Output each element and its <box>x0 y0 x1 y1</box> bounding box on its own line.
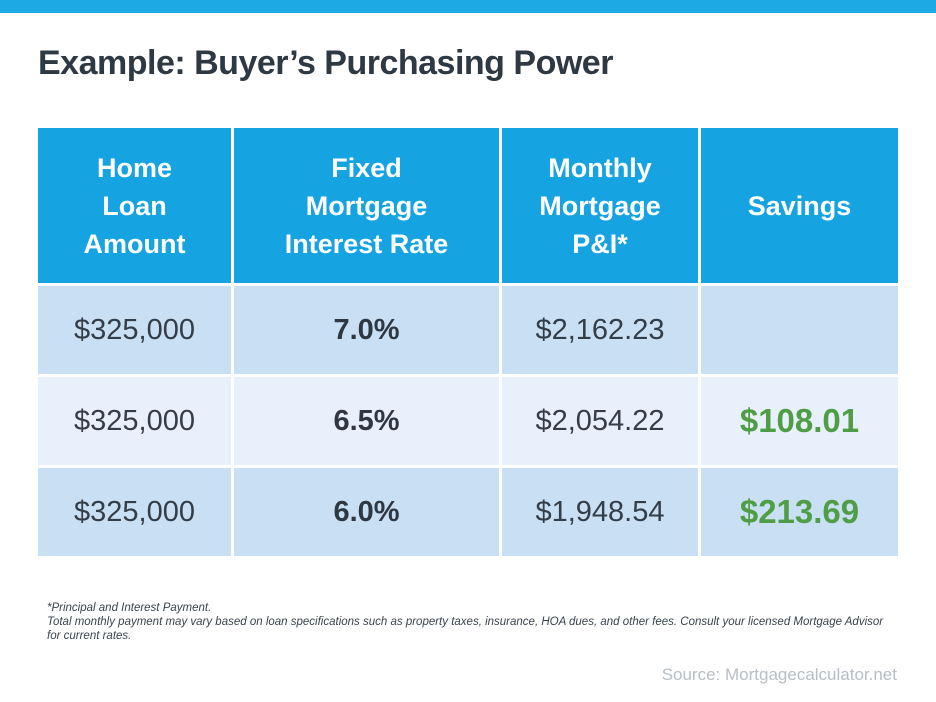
footnote-line1: *Principal and Interest Payment. <box>47 602 212 614</box>
cell-savings-row1 <box>701 286 898 374</box>
source-attribution: Source: Mortgagecalculator.net <box>661 665 897 684</box>
cell-monthly-payment-row1: $2,162.23 <box>502 286 698 374</box>
footnote-body: Total monthly payment may vary based on … <box>47 616 884 642</box>
purchasing-power-table: Home Loan Amount Fixed Mortgage Interest… <box>38 128 898 556</box>
page-title: Example: Buyer’s Purchasing Power <box>38 44 613 82</box>
cell-monthly-payment-row3: $1,948.54 <box>502 468 698 556</box>
header-line: Loan <box>102 190 167 221</box>
cell-interest-rate-row2: 6.5% <box>234 377 499 465</box>
column-header-savings: Savings <box>701 128 898 283</box>
header-line: Amount <box>83 228 186 259</box>
cell-loan-amount-row1: $325,000 <box>38 286 231 374</box>
header-line: Monthly <box>548 152 652 183</box>
column-header-home-loan-amount: Home Loan Amount <box>38 128 231 283</box>
cell-savings-row2: $108.01 <box>701 377 898 465</box>
header-line: Fixed <box>331 152 402 183</box>
header-line: Home <box>96 152 172 183</box>
column-header-monthly-mortgage-pi: Monthly Mortgage P&I* <box>502 128 698 283</box>
cell-loan-amount-row3: $325,000 <box>38 468 231 556</box>
cell-monthly-payment-row2: $2,054.22 <box>502 377 698 465</box>
footnote: *Principal and Interest Payment. Total m… <box>47 601 892 643</box>
header-line: Interest Rate <box>284 228 449 259</box>
cell-loan-amount-row2: $325,000 <box>38 377 231 465</box>
top-accent-bar <box>0 0 936 13</box>
header-line: Savings <box>747 190 852 221</box>
header-line: P&I* <box>572 228 628 259</box>
cell-interest-rate-row3: 6.0% <box>234 468 499 556</box>
cell-interest-rate-row1: 7.0% <box>234 286 499 374</box>
header-line: Mortgage <box>539 190 661 221</box>
cell-savings-row3: $213.69 <box>701 468 898 556</box>
column-header-fixed-mortgage-interest-rate: Fixed Mortgage Interest Rate <box>234 128 499 283</box>
header-line: Mortgage <box>305 190 428 221</box>
